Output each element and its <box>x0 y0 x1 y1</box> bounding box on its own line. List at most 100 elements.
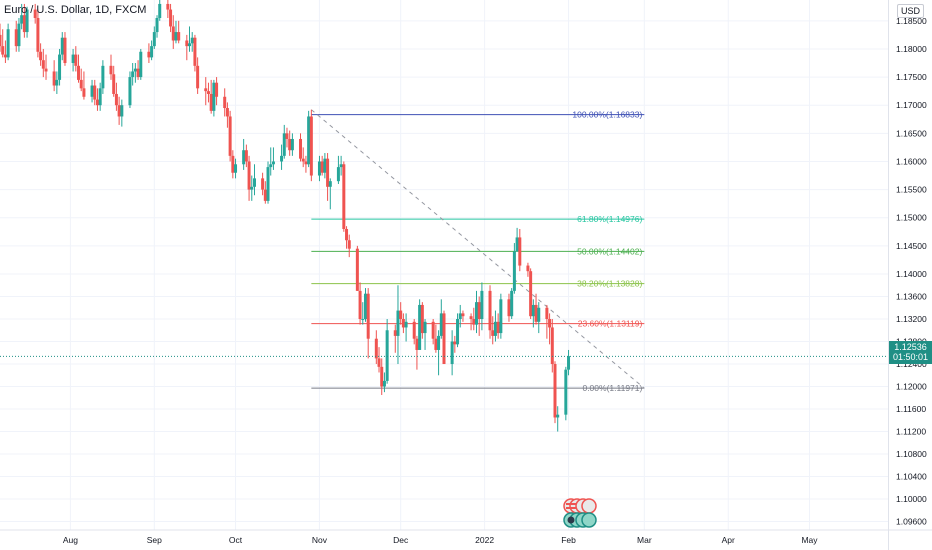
price-axis[interactable]: 1.18500 1.18000 1.17500 1.17000 1.16500 1.160… <box>896 16 927 527</box>
candle <box>366 288 370 359</box>
candle <box>374 330 378 365</box>
candle <box>117 96 121 125</box>
candle <box>472 307 476 331</box>
y-tick-label: 1.18500 <box>896 16 927 26</box>
candle <box>382 372 386 393</box>
candle <box>152 26 156 49</box>
candle <box>252 164 256 196</box>
candle <box>269 147 273 176</box>
candle <box>263 181 267 204</box>
candle <box>185 34 189 61</box>
candle <box>423 319 427 350</box>
trend-line[interactable] <box>311 109 645 389</box>
y-tick-label: 1.14000 <box>896 269 927 279</box>
candle <box>336 155 340 184</box>
candle <box>474 290 478 334</box>
candle <box>206 82 210 103</box>
candle <box>461 310 465 322</box>
candles <box>0 0 571 432</box>
candle <box>548 313 552 345</box>
candle <box>439 299 443 339</box>
candle <box>133 63 137 83</box>
candle <box>101 60 105 94</box>
y-tick-label: 1.13200 <box>896 314 927 324</box>
candle <box>155 15 159 38</box>
economic-event-markers[interactable] <box>563 498 597 528</box>
candle <box>63 32 67 66</box>
candle <box>271 147 275 170</box>
candle <box>209 79 213 114</box>
candle <box>234 158 238 179</box>
candle <box>309 109 313 182</box>
candle <box>131 63 135 86</box>
candle <box>323 153 327 179</box>
y-tick-label: 1.14500 <box>896 241 927 251</box>
candle <box>36 9 40 58</box>
candle <box>456 313 460 348</box>
candle <box>285 127 289 148</box>
candle <box>77 54 81 83</box>
candle <box>567 349 571 376</box>
candle <box>169 3 173 33</box>
dividend-event-icon <box>563 512 597 528</box>
y-tick-label: 1.16000 <box>896 156 927 166</box>
candle <box>114 82 118 111</box>
candle <box>347 234 351 258</box>
candle <box>6 23 10 61</box>
candle <box>320 155 324 176</box>
currency-badge[interactable]: USD <box>896 4 924 18</box>
candle <box>231 150 235 179</box>
candle <box>250 175 254 201</box>
candle <box>326 153 330 201</box>
candle <box>420 302 424 339</box>
candle <box>14 20 18 52</box>
y-tick-label: 1.17000 <box>896 100 927 110</box>
candle <box>431 319 435 345</box>
candle <box>112 65 116 97</box>
grid-lines <box>0 0 888 530</box>
candle <box>33 3 37 24</box>
candle <box>401 313 405 334</box>
candle <box>307 110 311 168</box>
x-tick-label: Sep <box>147 535 162 545</box>
y-tick-label: 1.10400 <box>896 472 927 482</box>
candle <box>120 99 124 127</box>
fib-level-label: 61.80%(1.14976) <box>577 214 642 224</box>
y-tick-label: 1.17500 <box>896 72 927 82</box>
candle <box>44 54 48 80</box>
candle <box>79 68 83 92</box>
candle <box>223 88 227 117</box>
candle <box>328 178 332 210</box>
fibonacci-retracement[interactable]: 100.00%(1.16833) 61.80%(1.14976) 50.00%(1.… <box>311 110 645 394</box>
candle <box>380 358 384 395</box>
candle <box>339 155 343 176</box>
candle <box>282 124 286 159</box>
candle <box>550 319 554 373</box>
y-tick-label: 1.12400 <box>896 359 927 369</box>
y-tick-label: 1.13600 <box>896 292 927 302</box>
y-tick-label: 1.11200 <box>896 427 926 437</box>
y-tick-label: 1.10800 <box>896 449 927 459</box>
candle <box>512 243 516 294</box>
symbol-title[interactable]: Euro / U.S. Dollar, 1D, FXCM <box>4 4 147 16</box>
candle <box>377 347 381 373</box>
candle <box>345 226 349 249</box>
candle <box>244 144 248 168</box>
candle <box>385 319 389 384</box>
candle <box>171 15 175 49</box>
candle <box>247 155 251 201</box>
candle <box>499 293 503 339</box>
time-axis[interactable]: Aug Sep Oct Nov Dec 2022 Feb Mar Apr May <box>63 535 818 545</box>
candle <box>190 32 194 52</box>
candle <box>225 102 229 128</box>
candle <box>290 133 294 156</box>
candle <box>361 302 365 325</box>
candle <box>139 48 143 80</box>
candle <box>488 285 492 339</box>
candle <box>477 296 481 336</box>
candle <box>280 144 284 170</box>
x-tick-label: 2022 <box>475 535 494 545</box>
candle <box>58 48 62 86</box>
